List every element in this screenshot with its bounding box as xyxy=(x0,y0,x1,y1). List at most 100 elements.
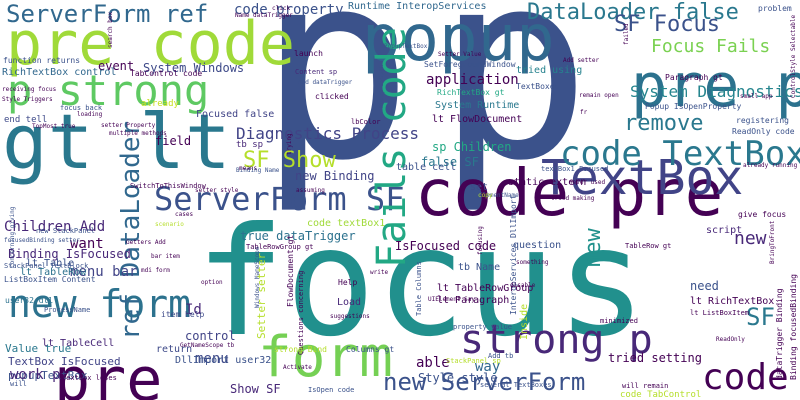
word: Inside xyxy=(519,303,530,340)
word: Style Triggers xyxy=(2,96,53,103)
word: Columns gt xyxy=(346,345,395,354)
word: able xyxy=(416,355,450,371)
word: lt TableRowGroup xyxy=(437,283,534,294)
word: give focus xyxy=(738,210,787,219)
word: popup xyxy=(362,2,555,76)
word: code property xyxy=(234,2,344,18)
word: means xyxy=(239,165,258,172)
word: TextBoxes xyxy=(516,82,560,91)
word: item Help xyxy=(161,310,205,319)
word: problem xyxy=(758,4,792,13)
word: tried using xyxy=(516,65,583,76)
word: RichTextBox control xyxy=(2,67,117,78)
word: write xyxy=(370,269,389,276)
word: mdi form xyxy=(141,267,170,274)
word: strong p xyxy=(460,317,653,363)
word: end tell xyxy=(4,115,48,125)
word: gt lt xyxy=(2,97,231,186)
word: option xyxy=(201,279,223,286)
word: ReadOnly xyxy=(716,336,745,343)
word: function returns xyxy=(3,56,81,65)
word: remain open xyxy=(579,92,619,99)
word: Fails code xyxy=(369,27,415,268)
word: IsOpen code xyxy=(308,386,355,394)
word: will remain xyxy=(622,382,669,390)
word: Paragraph gt xyxy=(665,73,723,82)
word: never used xyxy=(569,179,606,186)
word: Help xyxy=(338,278,358,287)
word: lt Paragraph xyxy=(437,295,510,306)
word: new ServerForm xyxy=(383,368,586,396)
word: ref DataLoader xyxy=(116,120,146,340)
word: tb sp xyxy=(236,140,264,150)
word: SF Focus xyxy=(614,12,720,37)
word: table cell xyxy=(396,162,457,173)
word: new form xyxy=(8,282,192,326)
word: property value xyxy=(453,323,513,331)
word: code xyxy=(702,357,789,398)
word: lt TableRow xyxy=(20,267,87,278)
word: TextBox IsFocused xyxy=(8,355,121,368)
word: something xyxy=(516,259,549,266)
word: TableRow gt xyxy=(625,242,672,250)
word: Setter Value xyxy=(438,51,482,58)
word: set xyxy=(470,182,489,193)
word: Style style xyxy=(418,371,498,385)
word: form xyxy=(258,325,393,390)
word: code TextBox xyxy=(560,134,800,174)
word: will xyxy=(10,380,27,388)
word: ServerForm SF xyxy=(154,180,405,218)
word: dataTrigger Binding xyxy=(775,288,784,380)
word: way xyxy=(475,359,501,375)
word: p xyxy=(436,0,592,217)
word: Popup IsOpenProperty xyxy=(645,102,742,111)
word: BringToFront xyxy=(769,220,776,264)
word: popupTextBox xyxy=(8,369,88,382)
word: cases xyxy=(175,211,194,218)
word: question xyxy=(513,240,562,251)
word: Binding Name xyxy=(236,167,280,174)
word: true dataTrigger xyxy=(240,229,356,243)
word: strong Bind xyxy=(274,345,327,354)
word: Binding IsFocused xyxy=(8,247,131,261)
word: static extern xyxy=(508,177,587,188)
word: search box xyxy=(107,11,114,48)
word: p xyxy=(258,0,414,217)
word: GetNameScope tb xyxy=(180,342,235,349)
word: lt Table xyxy=(26,258,75,269)
word: Load xyxy=(337,297,362,308)
word: Questions concerning xyxy=(297,270,305,355)
word: new xyxy=(734,228,767,249)
word: ControlStyle Selectable xyxy=(790,14,797,98)
word: bar item xyxy=(151,253,180,260)
word: need xyxy=(690,279,719,293)
word: pre xyxy=(54,345,163,400)
word: user32 dll xyxy=(5,296,54,305)
word: want xyxy=(70,236,104,252)
word: suggestions xyxy=(330,313,370,320)
word: control xyxy=(185,329,236,343)
word: Name dataTrigger xyxy=(235,12,293,19)
word: clicked xyxy=(315,92,349,101)
word: fr xyxy=(580,109,588,116)
word: Getters Add xyxy=(126,239,166,246)
word: RichTextBox gt xyxy=(437,88,505,97)
word: ReadOnly code xyxy=(732,127,795,136)
word: tried making xyxy=(551,195,595,202)
word: Show SF xyxy=(230,382,281,396)
word: Table Columns xyxy=(415,261,423,316)
word: application xyxy=(426,72,519,88)
word: focusedBinding setter xyxy=(4,237,80,244)
word: Focus Fails xyxy=(651,36,771,57)
word: InteropServices DllImport xyxy=(509,194,518,315)
word: TextBox xyxy=(541,150,744,206)
word: sp Children xyxy=(432,140,512,154)
word: failed xyxy=(623,23,630,45)
word: remove xyxy=(624,111,704,136)
word: already running xyxy=(743,162,798,169)
word: setter Property xyxy=(101,122,156,129)
word: Popup IsOpen xyxy=(378,64,385,108)
word: Focused false xyxy=(196,109,275,120)
word: code TabControl xyxy=(620,390,702,400)
